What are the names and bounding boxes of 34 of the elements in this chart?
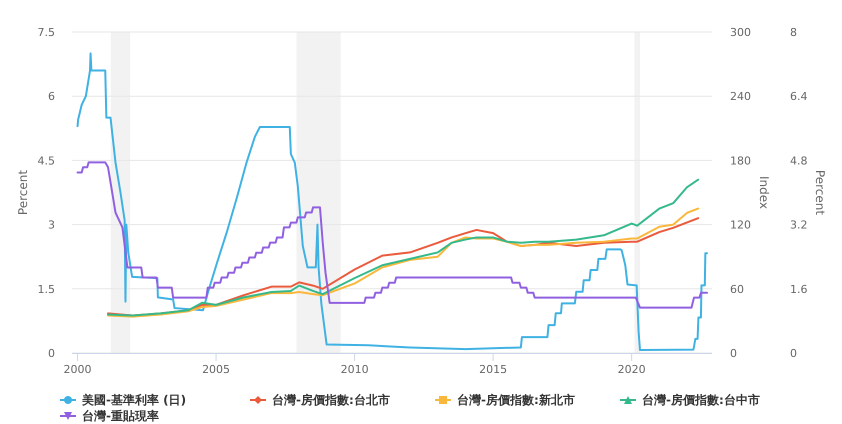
- y3-tick-label: 3.2: [790, 218, 808, 232]
- y-tick-label: 3: [48, 218, 55, 232]
- y2-tick-label: 0: [730, 347, 737, 360]
- legend-label: 台灣-房價指數:新北市: [457, 393, 575, 407]
- x-tick-label: 2020: [618, 363, 646, 376]
- y-tick-label: 0: [48, 347, 55, 360]
- y3-axis-title: Percent: [813, 170, 827, 216]
- y-axis-title: Percent: [16, 170, 30, 216]
- y2-tick-label: 180: [730, 154, 751, 168]
- y2-tick-label: 240: [730, 90, 751, 104]
- y3-tick-label: 1.6: [790, 282, 808, 296]
- y3-tick-label: 8: [790, 26, 797, 39]
- x-tick-label: 2015: [479, 363, 508, 376]
- line-series: [76, 161, 708, 309]
- y-tick-label: 6: [48, 90, 55, 104]
- legend-label: 台灣-重貼現率: [82, 409, 159, 423]
- legend-label: 台灣-房價指數:台北市: [272, 393, 390, 407]
- y2-tick-label: 120: [730, 218, 751, 232]
- y-tick-label: 7.5: [38, 26, 55, 39]
- y3-tick-label: 4.8: [790, 154, 808, 168]
- x-tick-label: 2010: [340, 363, 369, 376]
- x-tick-label: 2000: [64, 363, 92, 376]
- y3-tick-label: 6.4: [790, 90, 808, 104]
- y-tick-label: 4.5: [38, 154, 55, 168]
- y2-tick-label: 300: [730, 26, 751, 39]
- y3-tick-label: 0: [790, 347, 797, 360]
- line-series: [107, 178, 700, 317]
- x-tick-label: 2005: [202, 363, 230, 376]
- line-series: [76, 52, 708, 351]
- y-tick-label: 1.5: [38, 282, 55, 296]
- y2-tick-label: 60: [730, 282, 744, 296]
- legend-label: 台灣-房價指數:台中市: [642, 393, 760, 407]
- y2-axis-title: Index: [757, 176, 771, 210]
- legend-label: 美國-基準利率 (日): [81, 393, 186, 407]
